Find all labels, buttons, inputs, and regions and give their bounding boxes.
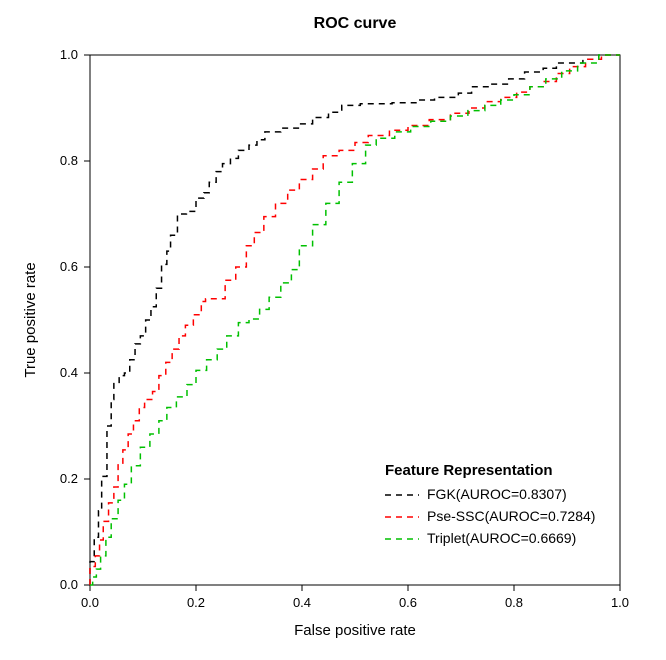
series-Triplet — [90, 55, 620, 585]
chart-title: ROC curve — [314, 15, 397, 32]
ytick-label: 0.6 — [60, 259, 78, 274]
legend-label: Triplet(AUROC=0.6669) — [427, 530, 576, 546]
legend-label: FGK(AUROC=0.8307) — [427, 486, 567, 502]
xtick-label: 0.8 — [505, 595, 523, 610]
ytick-label: 0.4 — [60, 365, 78, 380]
xtick-label: 0.4 — [293, 595, 311, 610]
xtick-label: 0.2 — [187, 595, 205, 610]
chart-container: { "chart": { "type": "line", "title": "R… — [0, 0, 666, 660]
xtick-label: 0.0 — [81, 595, 99, 610]
ytick-label: 0.8 — [60, 153, 78, 168]
series-FGK — [90, 55, 620, 585]
legend: Feature Representation FGK(AUROC=0.8307) P… — [385, 462, 595, 546]
ytick-label: 0.0 — [60, 577, 78, 592]
xtick-label: 1.0 — [611, 595, 629, 610]
ytick-label: 0.2 — [60, 471, 78, 486]
xtick-label: 0.6 — [399, 595, 417, 610]
legend-label: Pse-SSC(AUROC=0.7284) — [427, 508, 595, 524]
roc-chart: 0.0 0.2 0.4 0.6 0.8 1.0 0.0 0.2 0.4 0.6 0.8 1.0 Fals… — [0, 0, 666, 660]
plot-border — [90, 55, 620, 585]
x-axis-label: False positive rate — [294, 622, 416, 639]
series-Pse-SSC — [90, 55, 620, 585]
y-axis-label: True positive rate — [22, 262, 39, 377]
ytick-label: 1.0 — [60, 47, 78, 62]
legend-title: Feature Representation — [385, 462, 553, 479]
